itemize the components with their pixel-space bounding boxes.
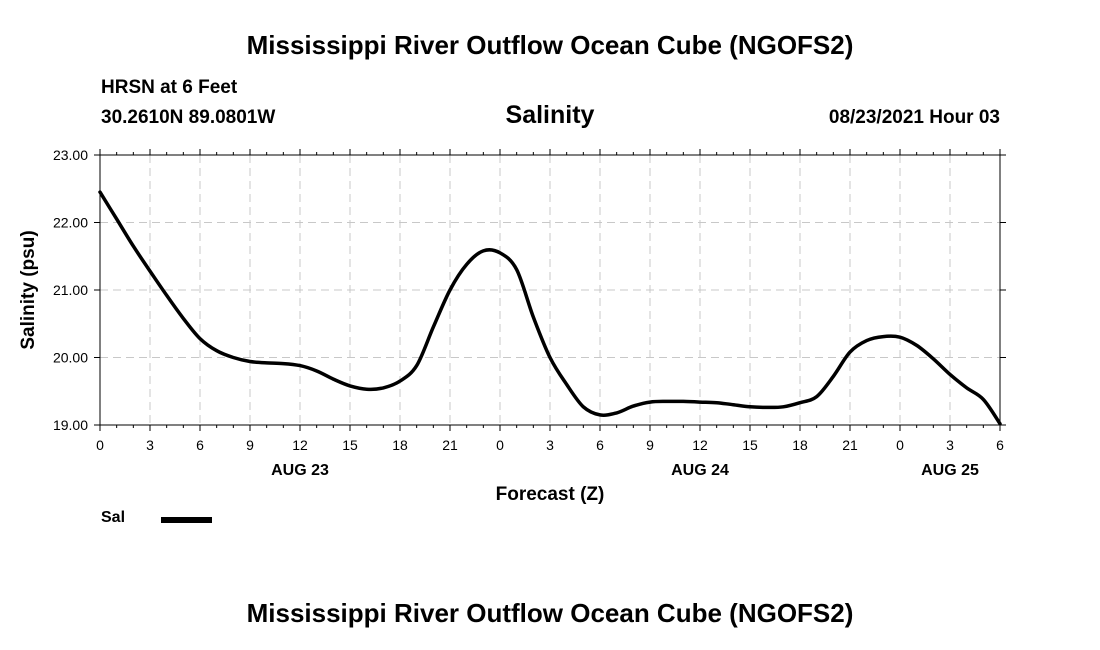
x-tick-label: 15 (342, 437, 358, 453)
footer-title: Mississippi River Outflow Ocean Cube (NG… (246, 598, 854, 628)
y-tick-label: 19.00 (53, 417, 88, 433)
x-tick-label: 21 (442, 437, 458, 453)
y-tick-label: 21.00 (53, 282, 88, 298)
x-tick-label: 18 (392, 437, 408, 453)
x-tick-label: 21 (842, 437, 858, 453)
x-tick-label: 15 (742, 437, 758, 453)
x-tick-label: 3 (146, 437, 154, 453)
chart-subtitle: Salinity (505, 101, 595, 129)
x-tick-label: 12 (692, 437, 708, 453)
y-tick-label: 23.00 (53, 147, 88, 163)
y-tick-labels: 19.00 20.00 21.00 22.00 23.00 (53, 147, 88, 433)
y-tick-label: 22.00 (53, 215, 88, 231)
datetime-label: 08/23/2021 Hour 03 (828, 107, 1000, 128)
x-tick-label: 0 (896, 437, 904, 453)
coordinates-label: 30.2610N 89.0801W (101, 107, 276, 128)
x-tick-labels: 0 3 6 9 12 15 18 21 0 3 6 9 12 15 18 21 0 3 6 (96, 437, 1004, 453)
series-line-sal (98, 190, 1002, 426)
station-label: HRSN at 6 Feet (101, 77, 238, 98)
legend-label-sal: Sal (101, 509, 126, 526)
x-tick-label: 6 (196, 437, 204, 453)
x-tick-label: 12 (292, 437, 308, 453)
plot-frame (99, 154, 1001, 426)
x-tick-label: 3 (946, 437, 954, 453)
x-tick-label: 3 (546, 437, 554, 453)
y-tick-label: 20.00 (53, 350, 88, 366)
date-label: AUG 25 (921, 462, 979, 479)
date-label: AUG 24 (671, 462, 729, 479)
legend-swatch-sal (161, 517, 212, 523)
x-tick-label: 9 (646, 437, 654, 453)
grid-lines (100, 155, 1000, 425)
x-tick-label: 6 (596, 437, 604, 453)
x-tick-label: 6 (996, 437, 1004, 453)
date-labels: AUG 23 AUG 24 AUG 25 (271, 462, 979, 479)
date-label: AUG 23 (271, 462, 329, 479)
y-axis-title: Salinity (psu) (18, 230, 39, 349)
x-axis-title: Forecast (Z) (496, 484, 605, 505)
x-tick-label: 0 (96, 437, 104, 453)
chart-main-title: Mississippi River Outflow Ocean Cube (NG… (246, 30, 854, 60)
x-tick-label: 18 (792, 437, 808, 453)
x-tick-label: 0 (496, 437, 504, 453)
x-tick-label: 9 (246, 437, 254, 453)
